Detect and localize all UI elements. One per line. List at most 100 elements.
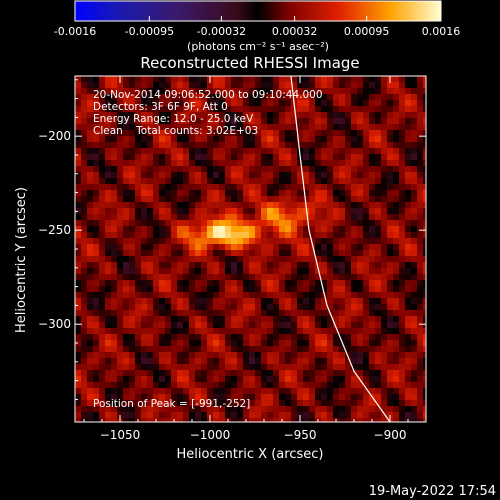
heatmap-cell (309, 106, 316, 113)
heatmap-cell (105, 208, 112, 215)
heatmap-cell (255, 400, 262, 407)
heatmap-cell (279, 250, 286, 257)
heatmap-cell (309, 388, 316, 395)
heatmap-cell (279, 94, 286, 101)
heatmap-cell (369, 76, 376, 83)
heatmap-cell (249, 358, 256, 365)
heatmap-cell (183, 292, 190, 299)
heatmap-cell (273, 118, 280, 125)
heatmap-cell (147, 178, 154, 185)
heatmap-cell (159, 382, 166, 389)
heatmap-cell (411, 196, 418, 203)
heatmap-cell (153, 334, 160, 341)
heatmap-cell (87, 346, 94, 353)
heatmap-cell (279, 82, 286, 89)
heatmap-cell (321, 340, 328, 347)
heatmap-cell (321, 124, 328, 131)
heatmap-cell (231, 370, 238, 377)
heatmap-cell (225, 184, 232, 191)
heatmap-cell (81, 388, 88, 395)
heatmap-cell (195, 88, 202, 95)
heatmap-cell (99, 406, 106, 413)
heatmap-cell (141, 154, 148, 161)
heatmap-cell (201, 358, 208, 365)
heatmap-cell (351, 370, 358, 377)
heatmap-cell (231, 322, 238, 329)
heatmap-cell (333, 94, 340, 101)
heatmap-cell (417, 190, 424, 197)
heatmap-cell (297, 400, 304, 407)
heatmap-cell (225, 388, 232, 395)
heatmap-cell (213, 184, 220, 191)
heatmap-cell (231, 358, 238, 365)
heatmap-cell (417, 124, 424, 131)
heatmap-cell (105, 154, 112, 161)
heatmap-cell (117, 316, 124, 323)
heatmap-cell (177, 196, 184, 203)
heatmap-cell (303, 310, 310, 317)
heatmap-cell (207, 358, 214, 365)
heatmap-cell (201, 352, 208, 359)
heatmap-cell (183, 112, 190, 119)
heatmap-cell (207, 166, 214, 173)
heatmap-cell (111, 178, 118, 185)
heatmap-cell (231, 136, 238, 143)
heatmap-cell (81, 412, 88, 419)
heatmap-cell (411, 184, 418, 191)
heatmap-cell (165, 148, 172, 155)
heatmap-cell (105, 376, 112, 383)
heatmap-cell (255, 382, 262, 389)
heatmap-cell (387, 208, 394, 215)
heatmap-cell (393, 382, 400, 389)
heatmap-cell (363, 172, 370, 179)
heatmap-cell (411, 154, 418, 161)
heatmap-cell (249, 310, 256, 317)
heatmap-cell (369, 220, 376, 227)
heatmap-cell (315, 154, 322, 161)
heatmap-cell (75, 238, 82, 245)
heatmap-cell (243, 166, 250, 173)
heatmap-cell (351, 304, 358, 311)
heatmap-cell (291, 382, 298, 389)
heatmap-cell (195, 322, 202, 329)
heatmap-cell (309, 100, 316, 107)
heatmap-cell (153, 370, 160, 377)
heatmap-cell (129, 106, 136, 113)
heatmap-cell (153, 400, 160, 407)
heatmap-cell (75, 400, 82, 407)
heatmap-cell (285, 124, 292, 131)
heatmap-cell (189, 274, 196, 281)
heatmap-cell (93, 160, 100, 167)
heatmap-cell (165, 112, 172, 119)
heatmap-cell (165, 262, 172, 269)
heatmap-cell (99, 184, 106, 191)
heatmap-cell (255, 154, 262, 161)
heatmap-cell (213, 310, 220, 317)
heatmap-cell (99, 136, 106, 143)
heatmap-cell (351, 184, 358, 191)
heatmap-cell (381, 208, 388, 215)
heatmap-cell (165, 340, 172, 347)
heatmap-cell (231, 352, 238, 359)
heatmap-cell (99, 106, 106, 113)
heatmap-cell (219, 268, 226, 275)
heatmap-cell (129, 214, 136, 221)
heatmap-cell (243, 160, 250, 167)
heatmap-cell (351, 298, 358, 305)
heatmap-cell (183, 256, 190, 263)
heatmap-cell (177, 418, 184, 422)
heatmap-cell (411, 130, 418, 137)
heatmap-cell (345, 322, 352, 329)
heatmap-cell (357, 364, 364, 371)
heatmap-cell (255, 118, 262, 125)
heatmap-cell (93, 220, 100, 227)
heatmap-cell (273, 220, 280, 227)
heatmap-cell (369, 412, 376, 419)
heatmap-cell (159, 148, 166, 155)
heatmap-cell (219, 244, 226, 251)
heatmap-cell (273, 100, 280, 107)
heatmap-cell (231, 280, 238, 287)
heatmap-cell (297, 256, 304, 263)
heatmap-cell (75, 334, 82, 341)
heatmap-cell (225, 406, 232, 413)
